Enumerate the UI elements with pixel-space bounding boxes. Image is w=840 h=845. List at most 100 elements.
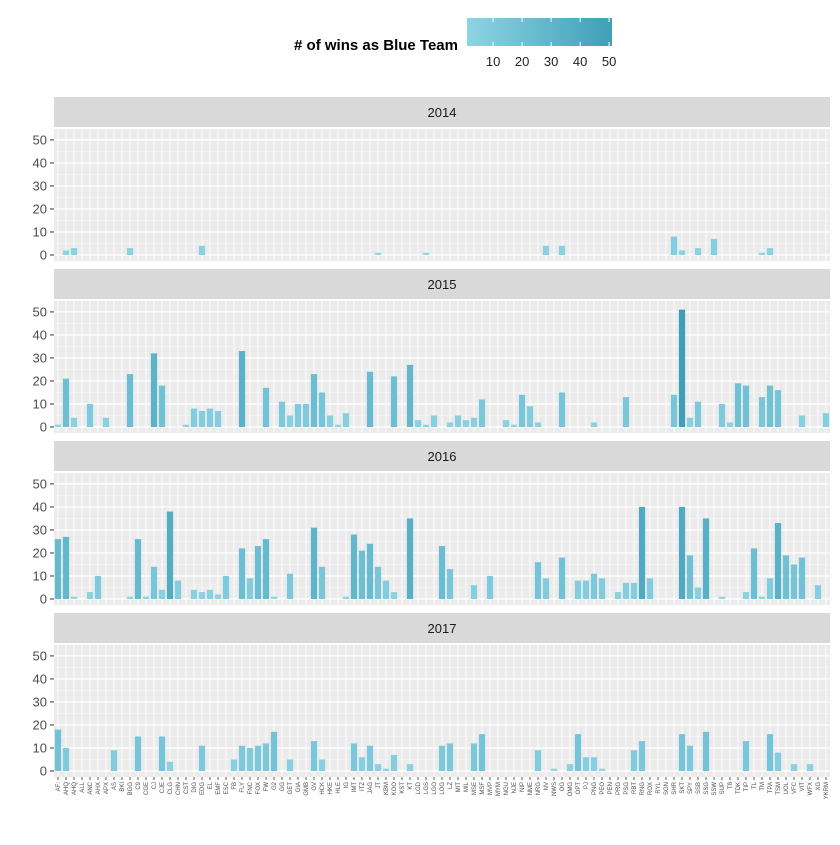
bar-2016-CHN xyxy=(174,580,182,599)
bar-2014-TPA xyxy=(766,248,774,255)
bar-2015-EMF xyxy=(214,410,222,427)
bar-2015-EDG xyxy=(198,410,206,427)
y-tick-label: 30 xyxy=(33,178,47,193)
bar-2017-AS xyxy=(110,750,118,771)
bar-2015-SSB xyxy=(694,401,702,427)
bar-2014-BGG xyxy=(126,248,134,255)
bar-2017-TSM xyxy=(774,752,782,771)
bar-2016-VIT xyxy=(798,557,806,599)
y-tick-label: 0 xyxy=(40,592,47,607)
y-tick-label: 40 xyxy=(33,327,47,342)
x-tick-label: SHR xyxy=(672,781,678,794)
x-tick-label: RNG xyxy=(640,782,646,796)
x-tick-label: MSE xyxy=(472,782,478,795)
y-tick-label: 0 xyxy=(40,420,47,435)
bar-2016-CJ xyxy=(150,566,158,599)
y-tick-label: 40 xyxy=(33,499,47,514)
x-tick-label: VIT xyxy=(800,782,806,792)
x-tick-label: CGE xyxy=(144,782,150,795)
x-tick-label: KST xyxy=(400,782,406,794)
bar-2016-CLG xyxy=(166,511,174,599)
y-tick-label: 20 xyxy=(33,545,47,560)
bar-2017-EDG xyxy=(198,745,206,771)
x-tick-label: LOG xyxy=(440,782,446,795)
x-tick-label: FLY xyxy=(240,782,246,793)
bar-2016-ROX xyxy=(646,578,654,599)
bar-2016-ITZ xyxy=(358,550,366,599)
bar-2016-PRG xyxy=(614,592,622,599)
x-tick-label: PJ xyxy=(584,782,590,789)
y-tick-label: 10 xyxy=(33,740,47,755)
bar-2015-OG xyxy=(558,392,566,427)
bar-2016-NV xyxy=(542,578,550,599)
bar-2017-GV xyxy=(310,741,318,771)
x-tick-label: DIG xyxy=(192,782,198,793)
bar-2015-AF: xyxy=(54,424,62,427)
bar-2016-PEO xyxy=(598,578,606,599)
x-tick-label: G2 xyxy=(272,781,278,790)
bar-2016-C9 xyxy=(134,539,142,599)
bar-2015-SPY xyxy=(686,417,694,427)
x-tick-label: CHN xyxy=(176,782,182,795)
bar-2016-TIP xyxy=(742,592,750,599)
bar-2015-APX xyxy=(102,417,110,427)
bar-2015-NIP xyxy=(518,394,526,427)
bar-2015-CST xyxy=(182,424,190,427)
x-tick-label: ALL xyxy=(80,781,86,792)
bar-2015-SHR xyxy=(670,394,678,427)
bar-2015-LZ xyxy=(446,422,454,427)
y-tick-label: 20 xyxy=(33,373,47,388)
bar-2017-SKT xyxy=(678,734,686,771)
facet-strip-label: 2016 xyxy=(428,449,457,464)
bar-2017-PNG xyxy=(590,757,598,771)
bar-2016-UOL xyxy=(782,555,790,599)
bar-2015-AHQ xyxy=(62,378,70,427)
x-tick-label: CJE xyxy=(160,782,166,793)
y-tick-label: 0 xyxy=(40,764,47,779)
bar-2017-AHQ xyxy=(62,747,70,771)
y-tick-label: 50 xyxy=(33,304,47,319)
x-tick-label: NIP xyxy=(520,782,526,792)
legend-title: # of wins as Blue Team xyxy=(294,37,458,54)
x-tick-label: XG xyxy=(816,782,822,791)
bar-2014-LGS xyxy=(422,252,430,255)
bar-2015-CJE xyxy=(158,385,166,427)
x-tick-label: NJE xyxy=(512,782,518,793)
legend: # of wins as Blue Team 10 20 30 40 50 xyxy=(294,18,616,69)
bar-2017-VFC xyxy=(790,764,798,771)
x-tick-label: OMG xyxy=(568,782,574,797)
bar-2017-G2 xyxy=(270,731,278,771)
x-tick-label: ESC xyxy=(224,781,230,794)
bar-2017-LZ xyxy=(446,743,454,771)
x-tick-label: EL xyxy=(208,781,214,789)
legend-colorbar xyxy=(467,18,612,46)
x-tick-label: TM xyxy=(760,782,766,791)
x-tick-label: HLE xyxy=(336,782,342,794)
x-tick-label: RYL xyxy=(656,781,662,793)
x-tick-label: PRG xyxy=(616,782,622,795)
x-tick-label: KBM xyxy=(384,782,390,795)
x-tick-label: MSF xyxy=(480,782,486,795)
bar-2015-YKRM xyxy=(822,413,830,427)
bar-2017-WFX xyxy=(806,764,814,771)
bar-2015-MSF xyxy=(478,399,486,427)
x-tick-label: ROX xyxy=(648,782,654,795)
x-tick-label: AF: xyxy=(56,782,62,792)
bar-2017-TPA xyxy=(766,734,774,771)
bar-2015-MSE xyxy=(470,417,478,427)
x-tick-label: GMB xyxy=(304,782,310,796)
facet-strip-label: 2015 xyxy=(428,277,457,292)
bar-2016-FLY xyxy=(238,548,246,599)
y-tick-label: 30 xyxy=(33,350,47,365)
bar-2017-C9 xyxy=(134,736,142,771)
bar-2015-LGD xyxy=(414,420,422,427)
x-tick-label: PEO xyxy=(600,782,606,795)
x-tick-label: AHX xyxy=(96,782,102,794)
bar-2015-TPA xyxy=(766,385,774,427)
x-tick-label: JAG xyxy=(368,782,374,794)
x-tick-label: LGD xyxy=(416,781,422,794)
x-tick-label: MVP xyxy=(488,782,494,795)
x-tick-label: LGO xyxy=(432,782,438,795)
bar-2015-EL xyxy=(206,408,214,427)
x-tick-label: GG xyxy=(280,782,286,792)
